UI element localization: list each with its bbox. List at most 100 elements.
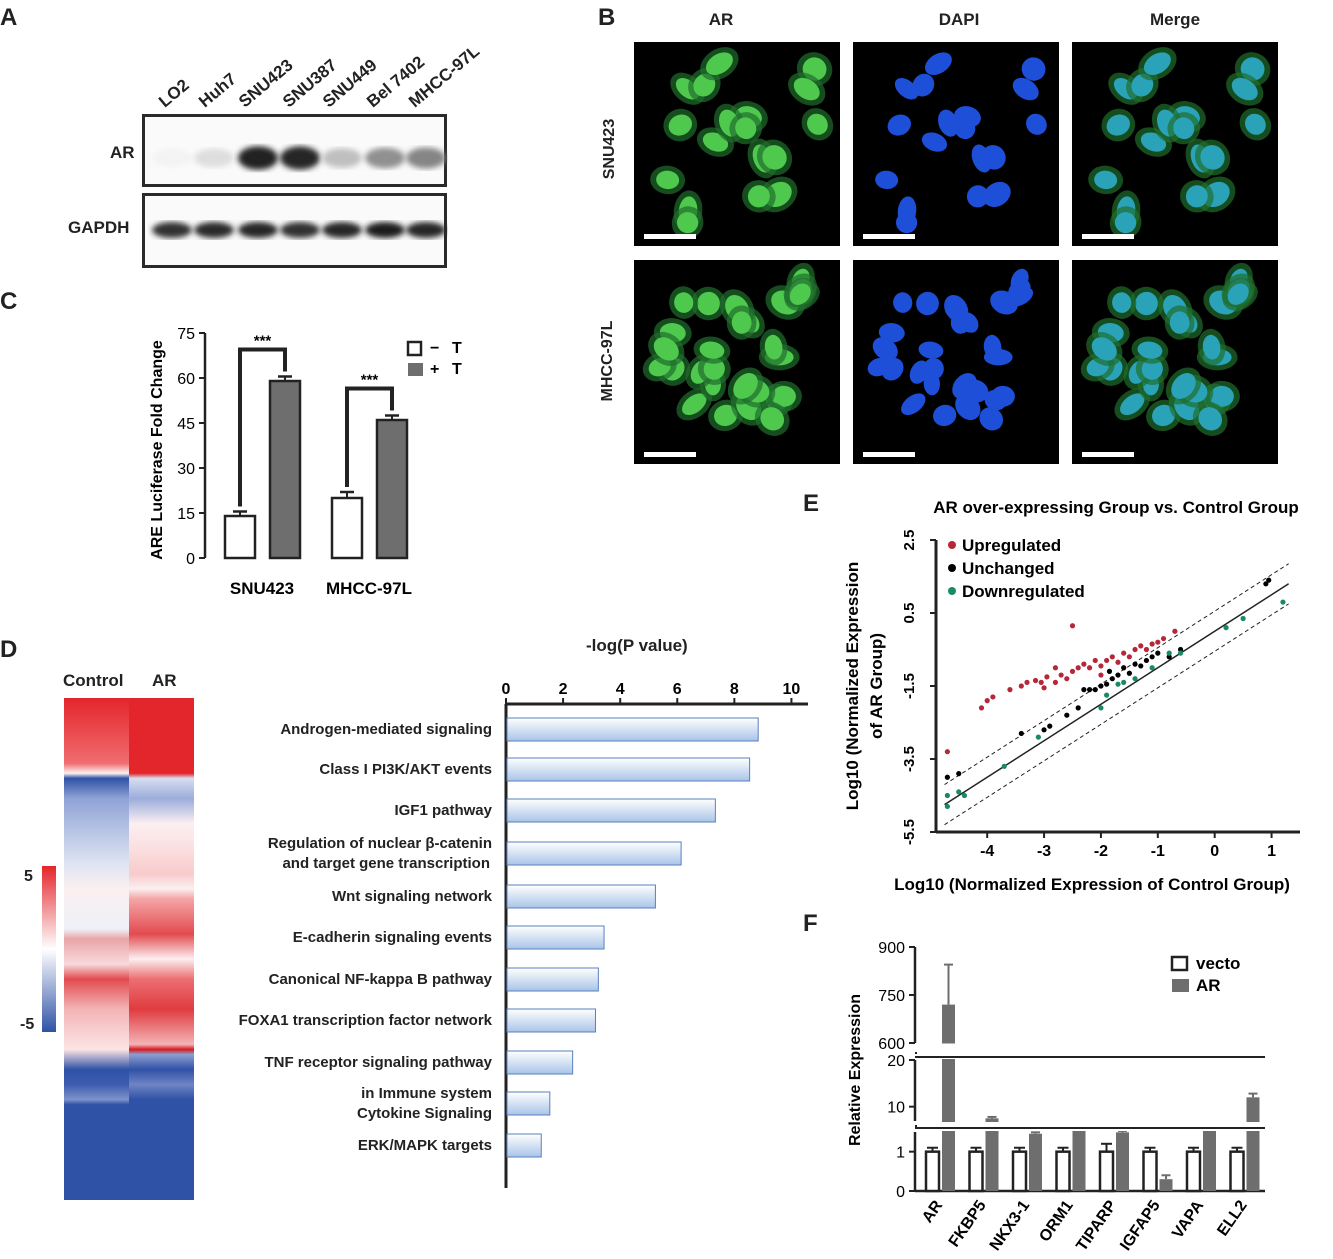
pathway-label: TNF receptor signaling pathway bbox=[202, 1053, 492, 1073]
chart-e-point bbox=[1115, 672, 1121, 678]
cell-nucleus bbox=[656, 170, 680, 190]
chart-e-point bbox=[1044, 674, 1050, 680]
cell-nucleus bbox=[894, 78, 919, 100]
chart-f-category-label: AR bbox=[919, 1197, 946, 1226]
chart-f-category-label: IGFAP5 bbox=[1117, 1197, 1164, 1253]
chart-e-point bbox=[1032, 677, 1039, 684]
cell-nucleus bbox=[1245, 113, 1266, 135]
ar-band bbox=[194, 148, 234, 168]
legend-label: T bbox=[452, 340, 462, 357]
cell-nucleus bbox=[1021, 57, 1046, 81]
chart-e-point bbox=[1098, 705, 1104, 711]
chart-e-point bbox=[1092, 657, 1098, 664]
chart-e-point bbox=[1106, 668, 1113, 674]
cell-nucleus bbox=[1026, 113, 1047, 135]
cell-nucleus bbox=[807, 113, 828, 135]
chart-e-point bbox=[1115, 659, 1121, 665]
chart-e-point bbox=[1052, 665, 1059, 671]
cell-nucleus bbox=[912, 73, 935, 97]
panel-label-c: C bbox=[0, 288, 18, 315]
micro-col-header: DAPI bbox=[938, 10, 980, 29]
gapdh-band bbox=[194, 222, 234, 238]
chart-e-point bbox=[1098, 672, 1104, 678]
cell-nucleus bbox=[793, 77, 820, 101]
chart-c-ytick-label: 30 bbox=[177, 461, 195, 478]
micro-row-label: SNU423 bbox=[601, 118, 618, 180]
chart-d-bar bbox=[506, 884, 656, 909]
chart-f-bar-vecto bbox=[1185, 1150, 1202, 1193]
ar-band bbox=[365, 147, 405, 169]
pathway-label: IGF1 pathway bbox=[202, 801, 492, 821]
heatmap bbox=[64, 698, 194, 1200]
chart-d-bar bbox=[506, 1091, 551, 1116]
cell-nucleus bbox=[952, 373, 977, 399]
cell-nucleus bbox=[983, 181, 1011, 207]
chart-e-point bbox=[978, 705, 985, 711]
pathway-label-line: Cytokine Signaling bbox=[356, 1105, 492, 1122]
chart-e-point bbox=[1035, 734, 1041, 740]
chart-e-point bbox=[956, 789, 962, 795]
ar-band bbox=[152, 148, 192, 168]
chart-f-break-gap bbox=[917, 1122, 1267, 1131]
cell-nucleus bbox=[735, 117, 757, 140]
cell-nucleus bbox=[878, 323, 905, 343]
chart-e-point bbox=[1098, 683, 1104, 689]
chart-e-point bbox=[1155, 650, 1161, 656]
chart-f-bar-vecto bbox=[1011, 1150, 1028, 1193]
cell-nucleus bbox=[867, 357, 890, 377]
pathway-label-line: TNF receptor signaling pathway bbox=[264, 1054, 492, 1071]
chart-c-ytick-label: 75 bbox=[177, 326, 195, 343]
chart-f-category-label: FKBP5 bbox=[946, 1197, 990, 1250]
cell-nucleus bbox=[1106, 114, 1130, 136]
chart-f-break-gap bbox=[917, 1044, 1267, 1059]
cell-nucleus bbox=[668, 114, 692, 136]
gapdh-band-group bbox=[152, 222, 446, 238]
heatmap-col-label: AR bbox=[152, 671, 177, 690]
chart-d: 0 2 4 6 8 10 bbox=[502, 681, 808, 1188]
chart-d-xtick-label: 8 bbox=[730, 681, 739, 698]
chart-e-legend-label: Upregulated bbox=[962, 536, 1061, 555]
chart-e-point bbox=[1143, 657, 1150, 664]
chart-e-point bbox=[1104, 681, 1110, 687]
chart-d-bar bbox=[506, 1133, 542, 1158]
chart-c-bar bbox=[375, 418, 409, 560]
legend-sign: − bbox=[430, 340, 439, 357]
chart-e-point bbox=[1121, 665, 1127, 671]
chart-c-significance-label: *** bbox=[254, 333, 272, 350]
chart-f-ylabel: Relative Expression bbox=[847, 994, 864, 1146]
gapdh-band bbox=[280, 222, 320, 238]
chart-e-point bbox=[1098, 663, 1104, 669]
chart-f-category-label: TIPARP bbox=[1073, 1197, 1120, 1254]
chart-e-reference-line bbox=[944, 583, 1290, 806]
micro-col-header: Merge bbox=[1149, 10, 1201, 29]
chart-e-point bbox=[1109, 654, 1115, 660]
chart-f-ytick-label: 0 bbox=[896, 1184, 905, 1201]
chart-d-bar bbox=[506, 841, 682, 866]
cell-nucleus bbox=[1231, 77, 1258, 101]
chart-c-category-label: MHCC-97L bbox=[326, 579, 412, 598]
cell-nucleus bbox=[1008, 283, 1030, 305]
pathway-label: Wnt signaling network bbox=[202, 887, 492, 907]
chart-e-point bbox=[1069, 623, 1076, 629]
cell-nucleus bbox=[887, 114, 911, 136]
scale-bar bbox=[863, 234, 915, 239]
chart-c-bar bbox=[268, 379, 302, 560]
chart-f-bar-vecto bbox=[968, 1150, 984, 1193]
lane-label: Huh7 bbox=[195, 69, 240, 112]
gapdh-band bbox=[365, 222, 405, 238]
cell-nucleus bbox=[1143, 52, 1171, 75]
heatmap-ar-column bbox=[129, 698, 194, 1200]
chart-e-point bbox=[944, 774, 950, 780]
legend-sign: + bbox=[430, 361, 439, 378]
chart-e-legend-marker bbox=[948, 587, 956, 595]
chart-e-point bbox=[1143, 646, 1150, 653]
chart-f-bar-vecto bbox=[924, 1150, 941, 1193]
pathway-label-line: Regulation of nuclear β-catenin bbox=[267, 835, 492, 852]
chart-e-point bbox=[1064, 676, 1070, 682]
chart-d-bar bbox=[506, 717, 759, 742]
chart-c-bars: SNU423 *** MHCC-97L *** bbox=[223, 333, 412, 598]
chart-e-point bbox=[1086, 665, 1093, 671]
chart-e-point bbox=[1132, 661, 1138, 667]
